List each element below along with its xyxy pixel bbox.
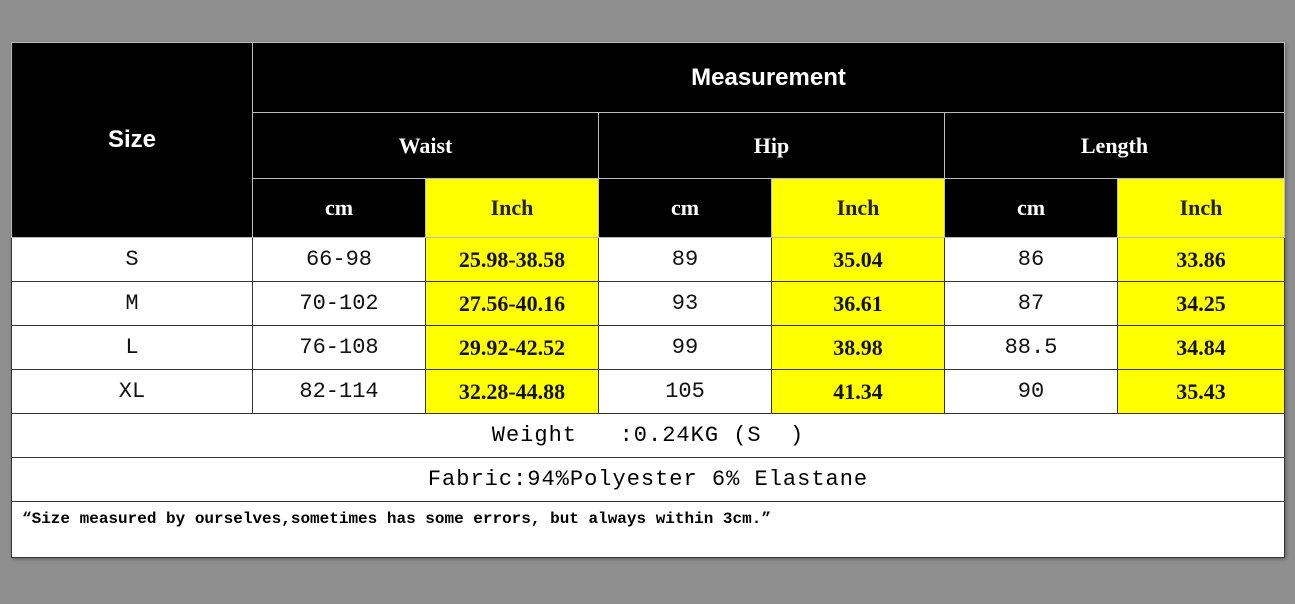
measurement-header: Measurement xyxy=(251,42,1286,113)
size-header: Size xyxy=(11,42,253,238)
waist-header: Waist xyxy=(252,112,599,179)
cm-value-cell: 70-102 xyxy=(252,281,426,326)
cm-value-cell: 99 xyxy=(598,325,772,370)
cm-value-cell: 93 xyxy=(598,281,772,326)
cm-value-cell: 105 xyxy=(598,369,772,414)
cm-unit-header: cm xyxy=(944,178,1118,238)
table-row: L 76-108 29.92-42.52 99 38.98 88.5 34.84 xyxy=(11,325,1286,370)
inch-value-cell: 33.86 xyxy=(1116,237,1286,282)
table-row: S 66-98 25.98-38.58 89 35.04 86 33.86 xyxy=(11,237,1286,282)
size-cell: L xyxy=(11,325,253,370)
cm-value-cell: 89 xyxy=(598,237,772,282)
inch-value-cell: 38.98 xyxy=(771,325,945,370)
inch-value-cell: 25.98-38.58 xyxy=(425,237,599,282)
measurement-note: “Size measured by ourselves,sometimes ha… xyxy=(10,501,1286,558)
table-row: M 70-102 27.56-40.16 93 36.61 87 34.25 xyxy=(11,281,1286,326)
inch-unit-header: Inch xyxy=(425,178,599,238)
cm-value-cell: 90 xyxy=(944,369,1118,414)
size-chart: Size Measurement Waist Hip Length cm Inch… xyxy=(10,42,1286,558)
cm-value-cell: 66-98 xyxy=(252,237,426,282)
cm-value-cell: 87 xyxy=(944,281,1118,326)
size-cell: S xyxy=(11,237,253,282)
fabric-info: Fabric:94%Polyester 6% Elastane xyxy=(10,457,1286,502)
inch-value-cell: 35.04 xyxy=(771,237,945,282)
inch-value-cell: 34.84 xyxy=(1116,325,1286,370)
inch-value-cell: 34.25 xyxy=(1116,281,1286,326)
inch-value-cell: 32.28-44.88 xyxy=(425,369,599,414)
length-header: Length xyxy=(943,112,1286,179)
size-cell: M xyxy=(11,281,253,326)
size-table: Size Measurement Waist Hip Length cm Inch… xyxy=(10,42,1286,558)
inch-unit-header: Inch xyxy=(771,178,945,238)
size-cell: XL xyxy=(11,369,253,414)
cm-value-cell: 76-108 xyxy=(252,325,426,370)
cm-value-cell: 88.5 xyxy=(944,325,1118,370)
hip-header: Hip xyxy=(598,112,945,179)
inch-value-cell: 29.92-42.52 xyxy=(425,325,599,370)
inch-value-cell: 41.34 xyxy=(771,369,945,414)
weight-info: Weight :0.24KG (S ) xyxy=(10,413,1286,458)
cm-unit-header: cm xyxy=(598,178,772,238)
inch-value-cell: 27.56-40.16 xyxy=(425,281,599,326)
inch-value-cell: 35.43 xyxy=(1116,369,1286,414)
inch-unit-header: Inch xyxy=(1116,178,1286,238)
cm-unit-header: cm xyxy=(252,178,426,238)
cm-value-cell: 82-114 xyxy=(252,369,426,414)
table-row: XL 82-114 32.28-44.88 105 41.34 90 35.43 xyxy=(11,369,1286,414)
inch-value-cell: 36.61 xyxy=(771,281,945,326)
cm-value-cell: 86 xyxy=(944,237,1118,282)
